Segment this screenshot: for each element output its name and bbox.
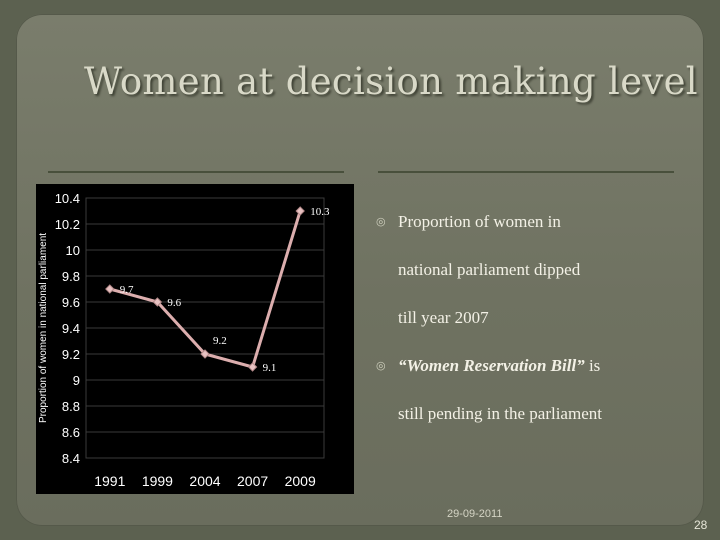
y-tick-label: 9 [73,373,80,388]
x-tick-label: 2007 [237,473,268,489]
data-point [105,284,115,294]
slide-title: Women at decision making level [84,60,698,103]
divider-left [48,171,344,173]
x-tick-label: 1999 [142,473,173,489]
x-tick-label: 2009 [285,473,316,489]
series-line [109,210,302,369]
y-tick-label: 9.8 [62,269,80,284]
data-label: 10.3 [310,206,330,218]
bullet-line: national parliament dipped [398,260,581,279]
page-number: 28 [694,518,708,532]
footer-date: 29-09-2011 [447,508,503,520]
y-tick-label: 9.6 [62,295,80,310]
data-point [247,362,258,372]
bullet-marker-icon: ◎ [376,360,386,372]
data-label: 9.6 [167,297,181,309]
y-tick-label: 8.4 [62,451,80,466]
bullet-item: ◎ Proportion of women in national parlia… [376,198,696,342]
line-chart: 8.4 8.6 8.8 9 9.2 9.4 9.6 9.8 10 10.2 10.4 1991 1999… [36,184,354,494]
bullet-list: ◎ Proportion of women in national parlia… [376,198,696,438]
y-axis-label: Proportion of women in national parliame… [38,233,49,423]
data-point [295,206,305,216]
bullet-emphasis: “Women Reservation Bill” [398,356,585,375]
data-label: 9.2 [213,335,227,347]
x-tick-label: 2004 [189,473,220,489]
bullet-line: is [584,356,601,375]
bullet-item: ◎ “Women Reservation Bill” is still pend… [376,342,696,438]
plot-area [85,197,325,459]
x-tick-label: 1991 [94,473,125,489]
y-tick-label: 10.2 [55,217,80,232]
data-point [200,349,210,359]
y-tick-label: 10.4 [55,191,80,206]
divider-right [378,171,674,173]
y-tick-label: 9.2 [62,347,80,362]
bullet-line: still pending in the parliament [398,404,602,423]
data-label: 9.1 [263,362,277,374]
y-tick-label: 8.8 [62,399,80,414]
bullet-line: Proportion of women in [398,212,561,231]
y-tick-label: 10 [66,243,80,258]
bullet-line: till year 2007 [398,308,489,327]
data-label: 9.7 [120,284,134,296]
bullet-marker-icon: ◎ [376,216,386,228]
data-point [152,297,163,307]
y-tick-label: 8.6 [62,425,80,440]
chart-svg: 8.4 8.6 8.8 9 9.2 9.4 9.6 9.8 10 10.2 10.4 1991 1999… [38,191,330,489]
y-tick-label: 9.4 [62,321,80,336]
